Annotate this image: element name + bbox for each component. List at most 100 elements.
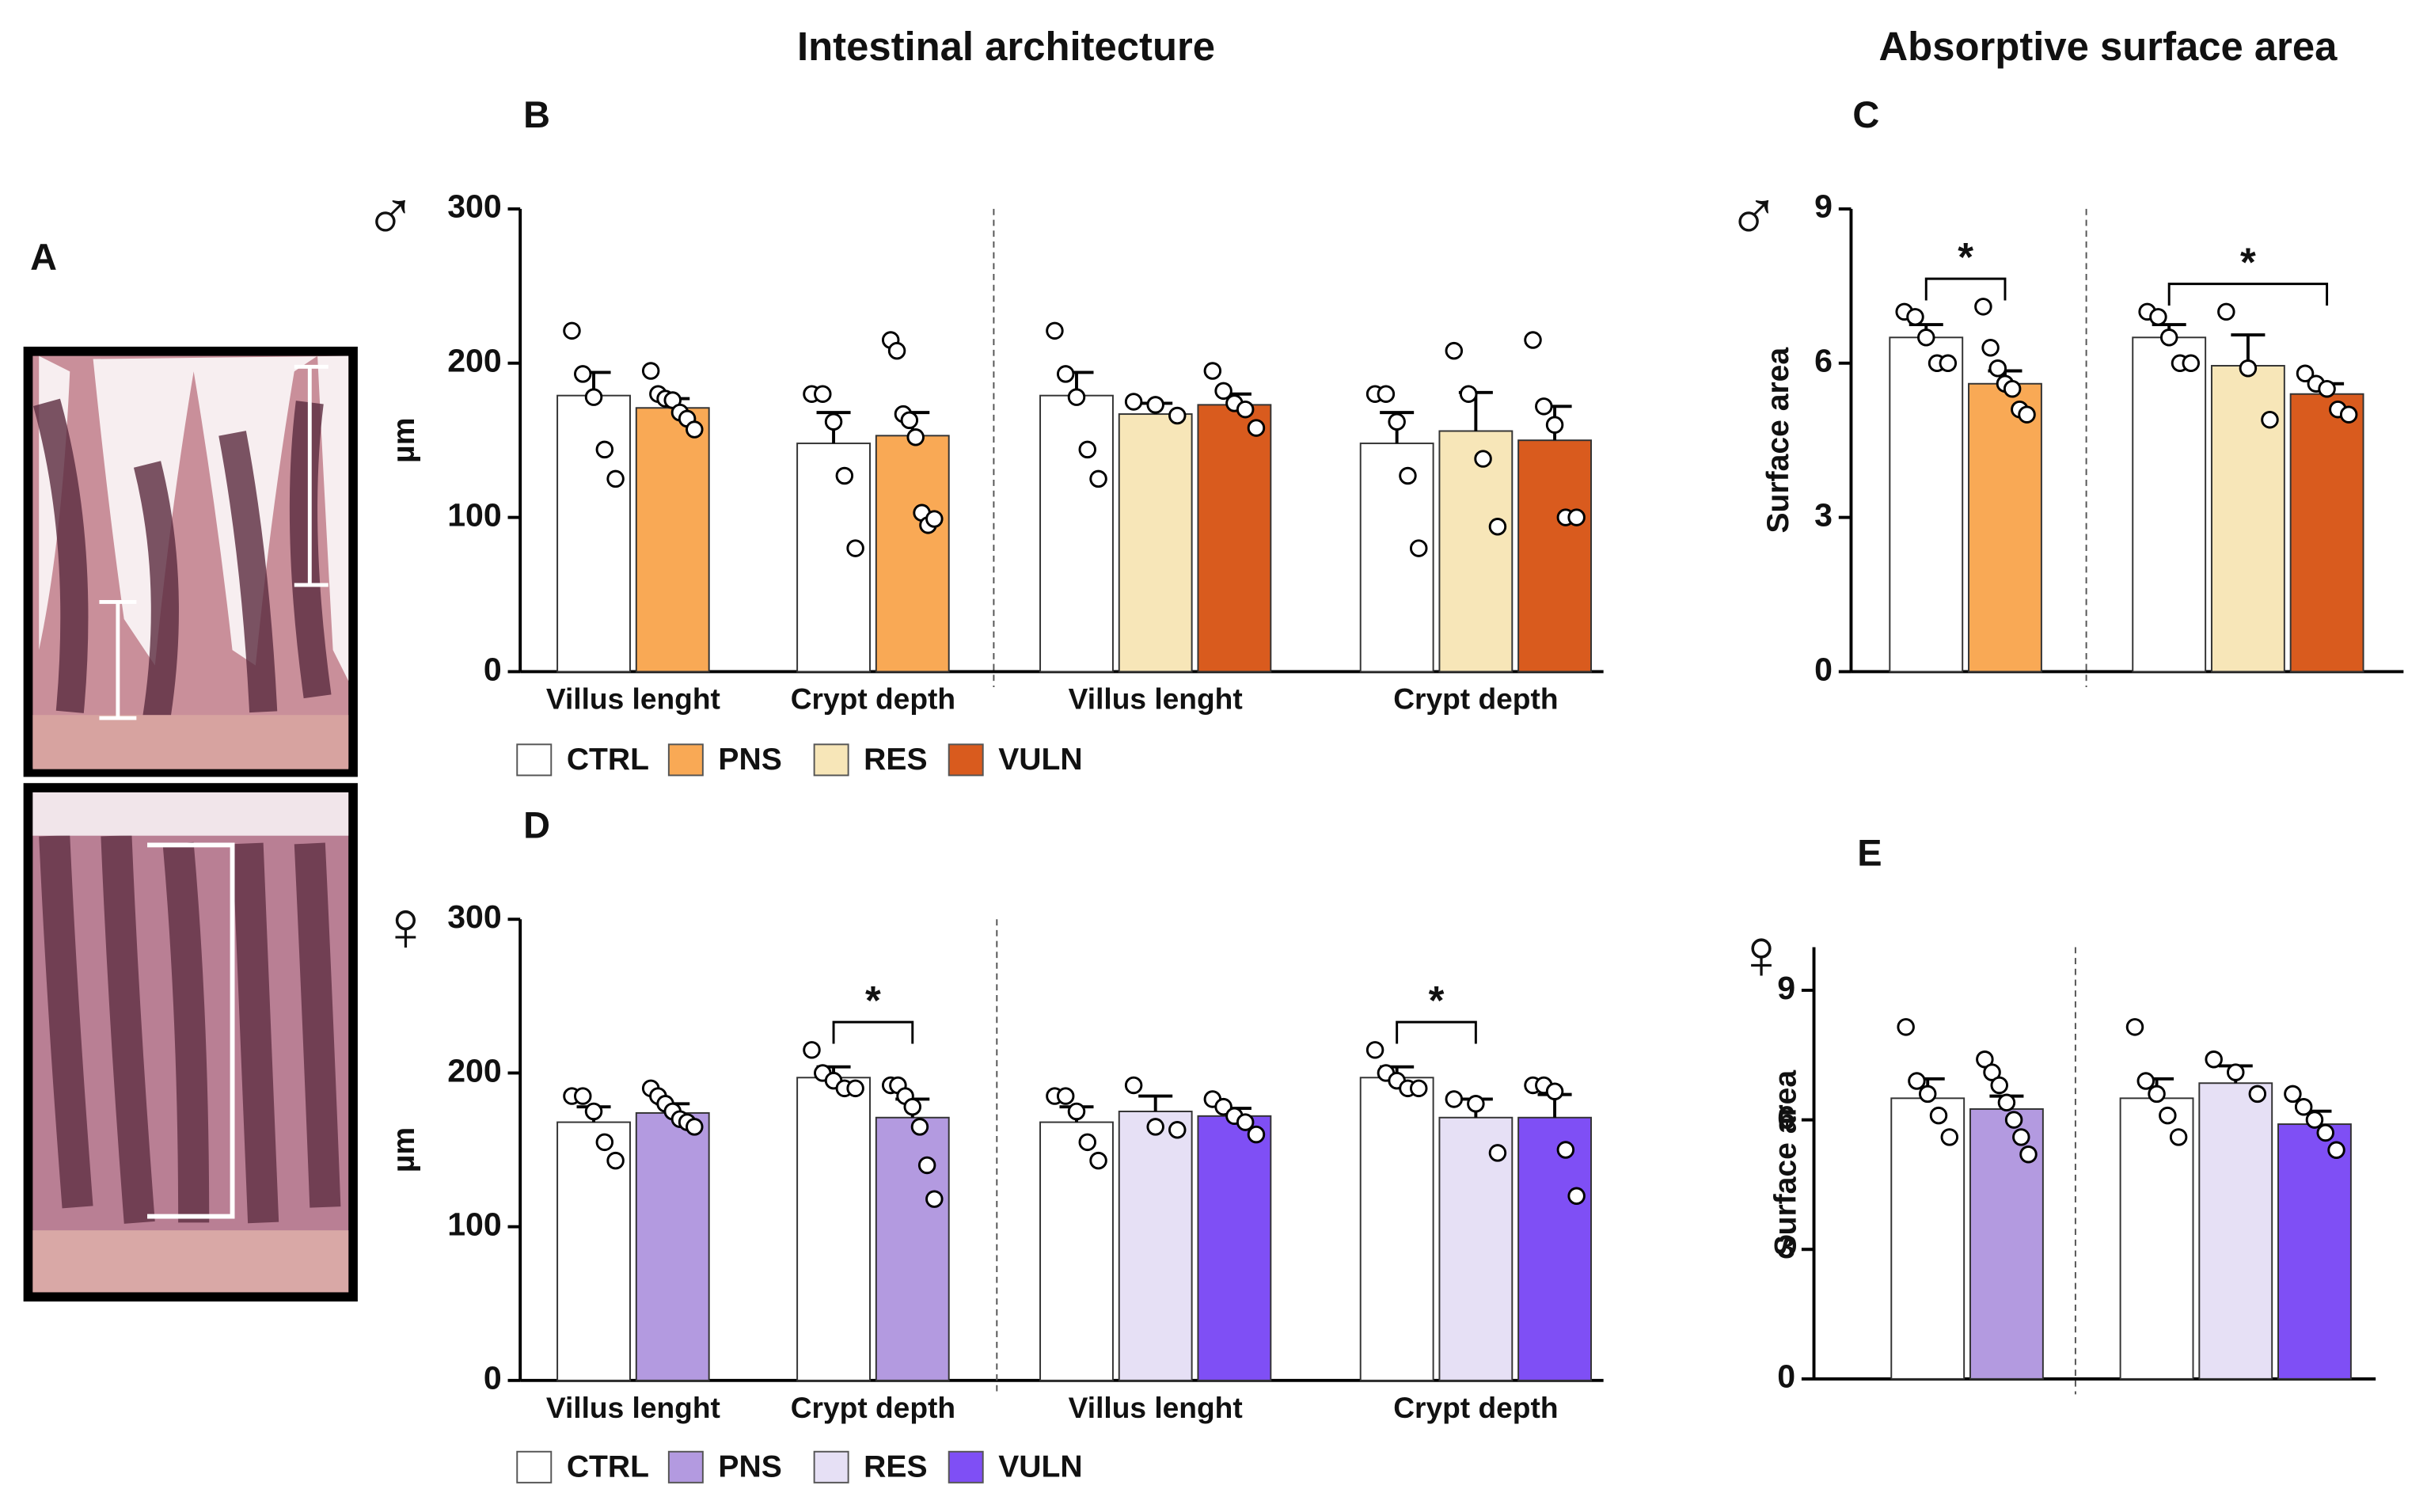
data-point (2019, 1145, 2038, 1164)
data-point (903, 1097, 922, 1116)
significance-bracket (1924, 277, 2007, 301)
significance-bracket (2167, 283, 2329, 306)
data-point (2136, 1072, 2155, 1090)
data-point (925, 1190, 944, 1208)
legend-label: CTRL (567, 1450, 649, 1484)
data-point (2205, 1050, 2223, 1069)
data-point (2012, 1128, 2030, 1146)
legend-label: RES (864, 743, 927, 777)
bar (1197, 404, 1272, 673)
section-title: Intestinal architecture (797, 24, 1215, 69)
legend-swatch (667, 743, 704, 777)
data-point (2169, 1128, 2188, 1146)
data-point (1146, 1118, 1164, 1136)
data-point (1917, 329, 1935, 347)
data-point (1388, 412, 1406, 431)
data-point (1067, 1102, 1086, 1121)
bar (1039, 394, 1114, 673)
y-tick-label: 0 (1777, 1358, 1795, 1395)
legend-label: VULN (998, 1450, 1082, 1484)
y-tick-label: 300 (447, 898, 502, 935)
bar (1517, 1116, 1592, 1381)
data-point (574, 365, 592, 383)
data-point (1445, 1090, 1464, 1108)
data-point (595, 440, 614, 459)
significance-label: * (1429, 978, 1445, 1023)
legend-swatch (948, 1450, 984, 1484)
data-point (1247, 419, 1266, 437)
data-point (1365, 1041, 1384, 1059)
bar (2289, 393, 2364, 673)
data-point (1918, 1085, 1937, 1104)
legend-swatch (667, 1450, 704, 1484)
data-point (2182, 354, 2200, 373)
data-point (1409, 1079, 1428, 1098)
bar (1359, 443, 1434, 673)
data-point (1459, 385, 1478, 403)
sex-symbol: ♀ (1734, 915, 1787, 994)
data-point (887, 341, 906, 360)
data-point (595, 1133, 614, 1152)
y-tick-label: 200 (447, 343, 502, 379)
data-point (1078, 440, 1097, 459)
data-point (2004, 1111, 2023, 1129)
data-point (1908, 1072, 1926, 1090)
data-point (2159, 1106, 2177, 1125)
data-point (1214, 382, 1232, 401)
data-point (1124, 1076, 1143, 1095)
panel-label: D (523, 804, 550, 845)
data-point (1535, 397, 1553, 416)
data-point (563, 321, 581, 340)
data-point (2284, 1085, 2302, 1104)
data-point (1524, 331, 1542, 349)
bar (1118, 1111, 1193, 1381)
data-point (1488, 1144, 1507, 1162)
data-point (2003, 379, 2022, 398)
x-tick-label: Crypt depth (791, 682, 955, 715)
significance-label: * (1958, 234, 1973, 279)
sex-symbol: ♀ (379, 887, 432, 967)
data-point (584, 1102, 603, 1121)
data-point (1997, 1093, 2016, 1112)
sex-symbol: ♂ (1727, 177, 1780, 256)
data-point (2227, 1063, 2245, 1081)
data-point (1567, 508, 1586, 526)
data-point (1474, 450, 1492, 468)
data-point (1399, 466, 1417, 485)
y-tick-label: 3 (1814, 496, 1833, 533)
data-point (574, 1087, 592, 1105)
data-point (1168, 1121, 1187, 1139)
data-point (2159, 329, 2178, 347)
x-tick-label: Villus lenght (546, 1391, 720, 1424)
legend-label: VULN (998, 743, 1082, 777)
bar (635, 1111, 710, 1381)
data-point (2327, 1141, 2345, 1160)
y-tick-label: 3 (1777, 1229, 1795, 1265)
significance-bracket (1396, 1020, 1477, 1044)
y-tick-label: 9 (1814, 188, 1833, 225)
micrograph-bottom (23, 783, 358, 1302)
y-tick-label: 9 (1777, 970, 1795, 1006)
significance-label: * (865, 978, 881, 1023)
data-point (2316, 1123, 2334, 1142)
y-tick-label: 100 (447, 496, 502, 533)
data-point (1445, 341, 1464, 360)
data-point (1377, 385, 1396, 403)
data-point (2149, 308, 2167, 326)
bar (556, 394, 631, 673)
y-tick-label: 0 (484, 651, 502, 687)
y-axis-label: µm (387, 1127, 421, 1172)
data-point (1089, 1151, 1107, 1170)
data-point (1067, 388, 1086, 406)
bar (796, 443, 871, 673)
data-point (2018, 405, 2036, 424)
data-point (2305, 1111, 2324, 1129)
legend-swatch (948, 743, 984, 777)
bar (1359, 1077, 1434, 1381)
data-point (803, 1041, 821, 1059)
legend-label: RES (864, 1450, 927, 1484)
data-point (584, 388, 603, 406)
data-point (1940, 1128, 1959, 1146)
data-point (925, 510, 944, 528)
